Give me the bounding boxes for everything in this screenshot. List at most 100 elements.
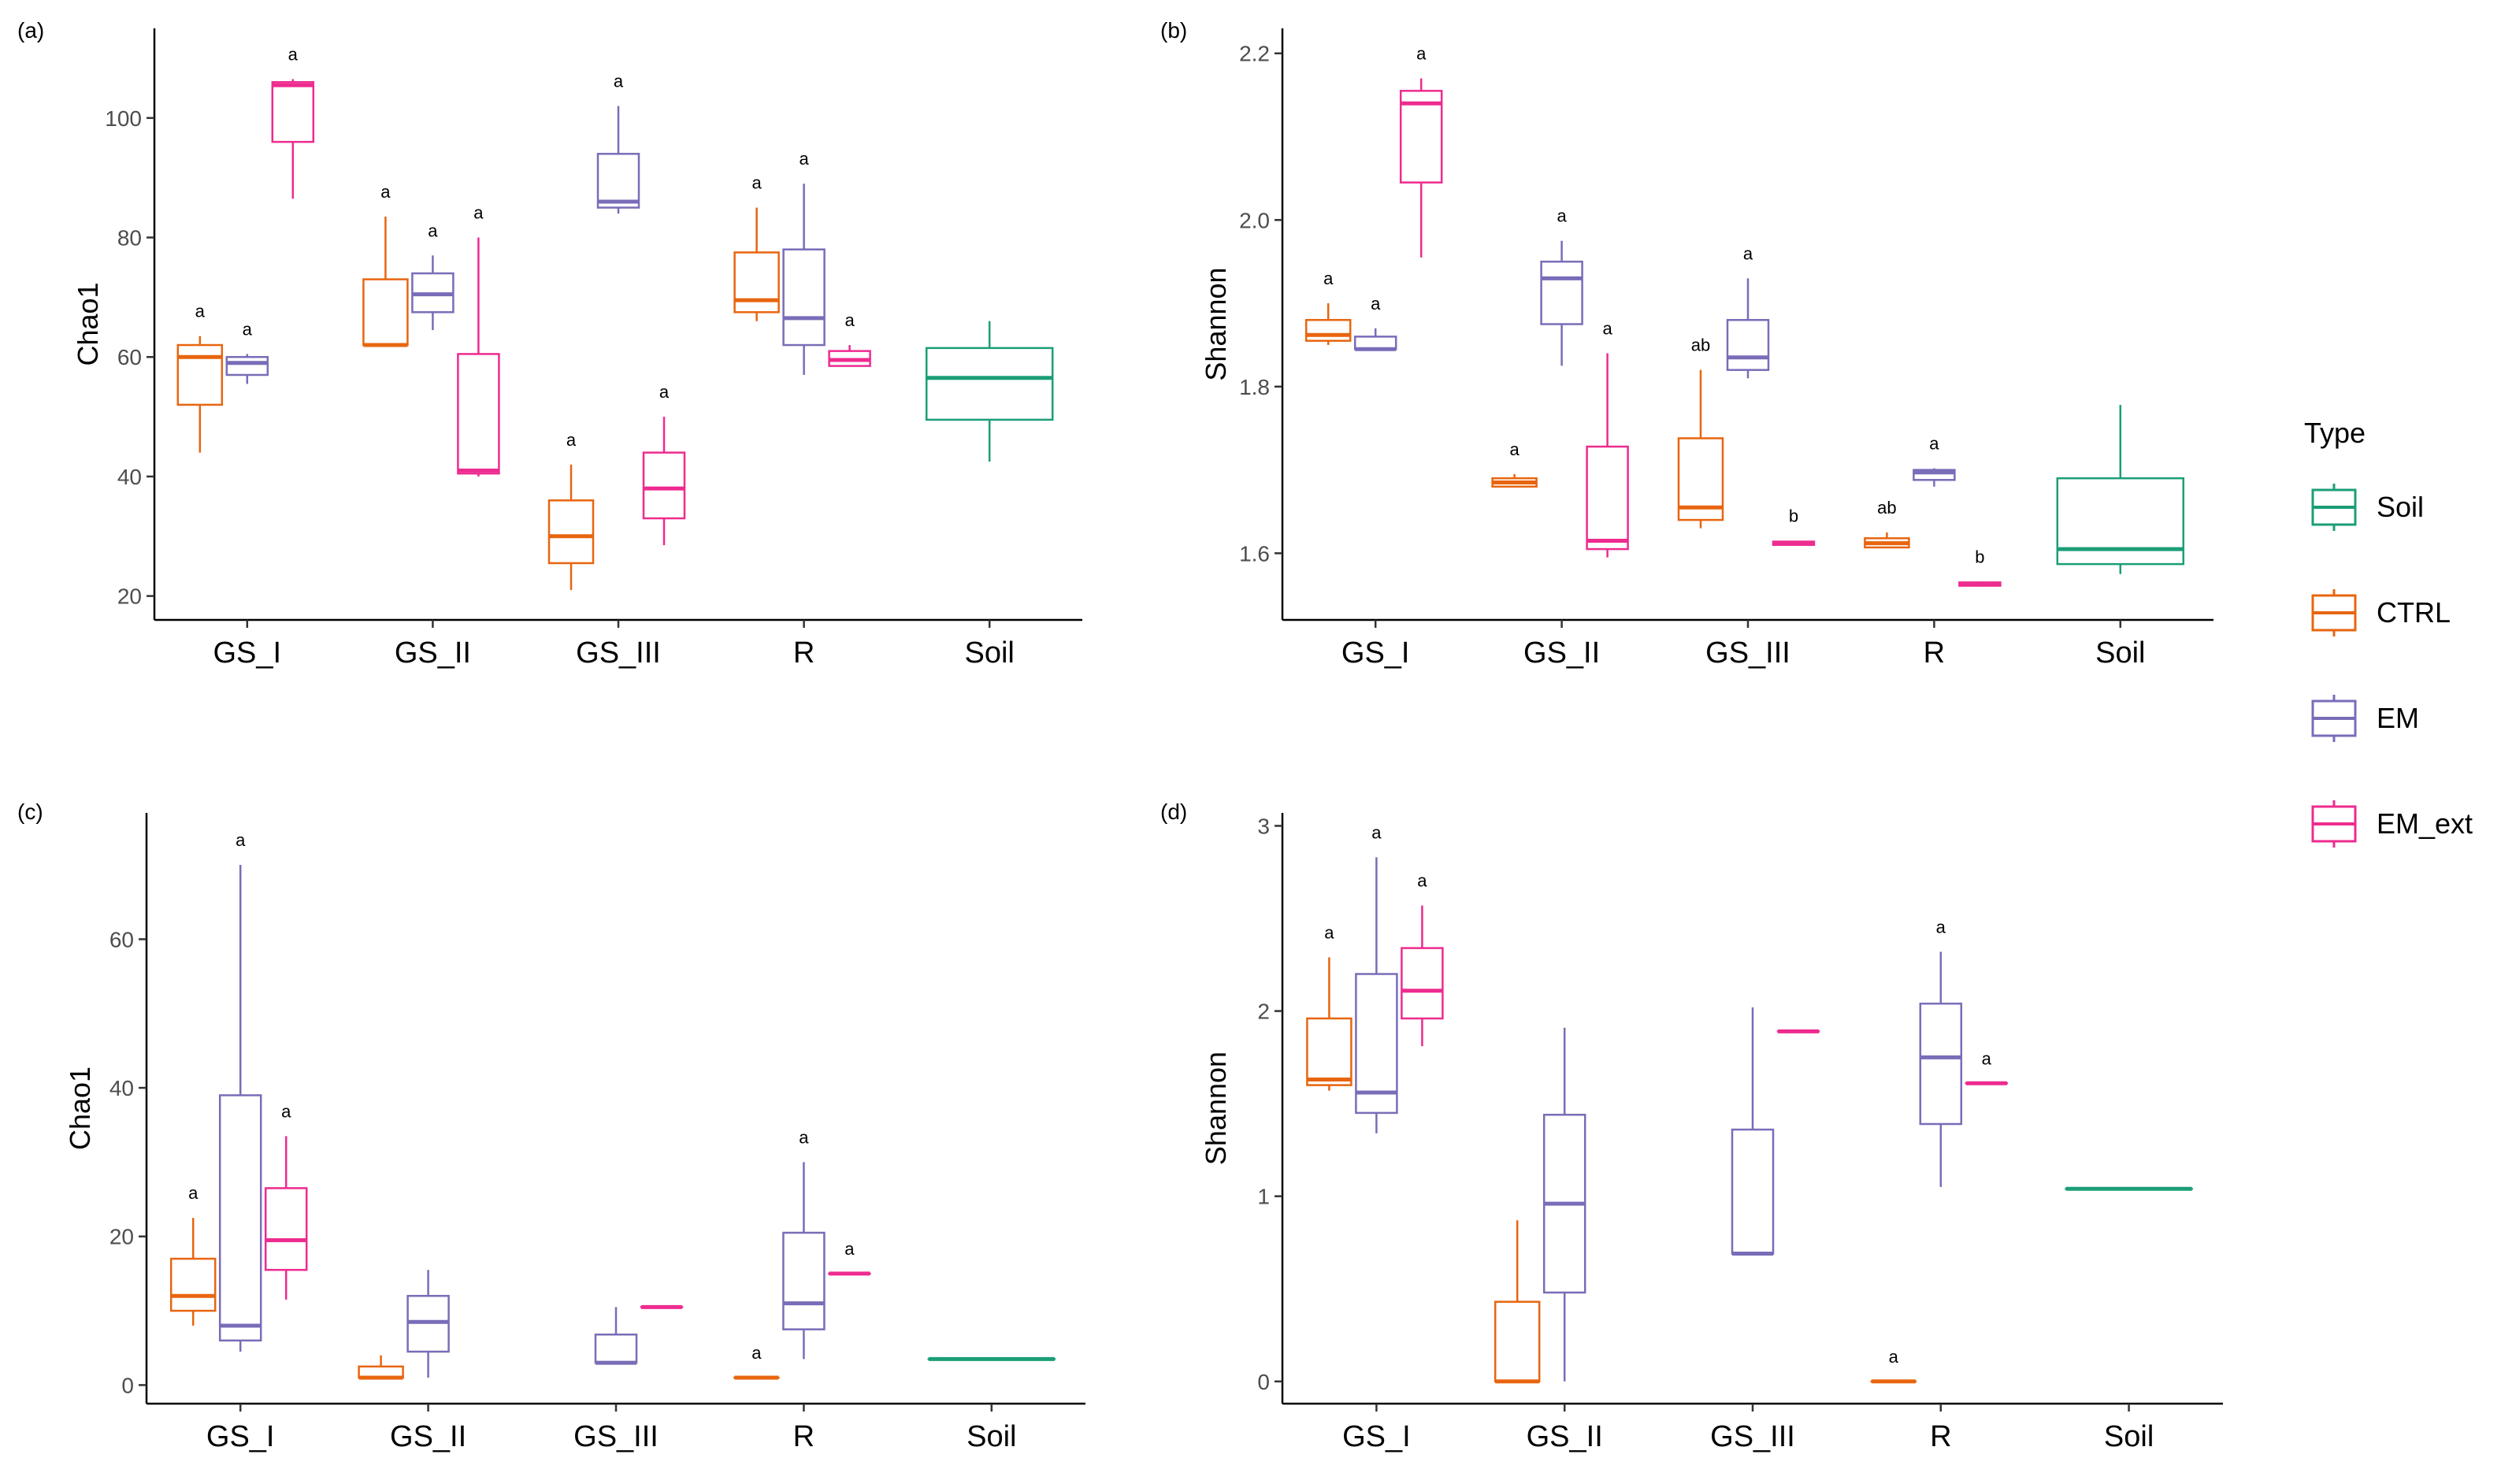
significance-label: a xyxy=(1982,1048,1992,1068)
box-em-ext: a xyxy=(457,203,500,477)
box-soil xyxy=(925,321,1054,462)
box-ctrl: ab xyxy=(1864,498,1910,549)
legend-label: EM_ext xyxy=(2377,807,2473,840)
y-tick-label: 0 xyxy=(121,1373,134,1397)
y-tick-label: 2.2 xyxy=(1239,42,1270,66)
box-body xyxy=(925,347,1054,421)
box-body xyxy=(642,451,686,520)
box-em: a xyxy=(225,319,269,384)
panel-label: (c) xyxy=(17,800,43,824)
significance-label: a xyxy=(1602,319,1612,339)
significance-label: a xyxy=(1323,269,1334,288)
significance-label: b xyxy=(1975,547,1984,566)
box-body xyxy=(1304,318,1352,342)
box-em-ext: a xyxy=(264,1101,308,1300)
box-em: a xyxy=(782,149,826,375)
chart-panel: (c) 0 20 40 60 GS_I GS_II GS_III R Soil Chao1 a a a a a… xyxy=(17,800,1085,1453)
legend-item-em: EM xyxy=(2311,695,2419,742)
box-ctrl: a xyxy=(547,430,595,591)
significance-label: a xyxy=(751,173,762,193)
box-body xyxy=(176,343,224,406)
x-tick-label: GS_III xyxy=(1705,636,1790,670)
x-tick-label: GS_III xyxy=(1710,1420,1795,1453)
box-em: a xyxy=(218,830,262,1352)
x-tick-label: GS_III xyxy=(573,1420,659,1453)
box-ctrl: a xyxy=(1306,922,1353,1091)
significance-label: a xyxy=(1889,1347,1899,1367)
significance-label: a xyxy=(243,319,253,339)
box-em xyxy=(594,1307,638,1365)
significance-label: a xyxy=(473,203,484,223)
box-body xyxy=(169,1257,217,1312)
box-em xyxy=(1731,1007,1775,1256)
box-ctrl xyxy=(358,1355,404,1380)
box-body xyxy=(457,353,500,475)
significance-label: a xyxy=(1371,822,1382,842)
significance-label: a xyxy=(844,1239,855,1259)
y-tick-label: 2.0 xyxy=(1239,208,1270,232)
box-body xyxy=(225,355,269,377)
box-em: a xyxy=(1919,917,1963,1187)
significance-label: a xyxy=(799,1127,809,1147)
significance-label: a xyxy=(844,310,855,330)
box-body xyxy=(1540,260,1583,325)
x-tick-label: R xyxy=(793,636,814,670)
box-ctrl: a xyxy=(176,302,224,453)
significance-label: a xyxy=(659,382,670,402)
legend-label: EM xyxy=(2377,702,2419,734)
panel-label: (b) xyxy=(1160,18,1187,43)
box-em-ext: a xyxy=(1399,43,1443,258)
significance-label: a xyxy=(1416,43,1427,63)
box-body xyxy=(1401,947,1444,1020)
x-tick-label: GS_I xyxy=(213,636,281,670)
significance-label: a xyxy=(236,830,246,850)
box-body xyxy=(1399,90,1443,184)
x-tick-label: GS_I xyxy=(1341,636,1410,670)
y-tick-label: 80 xyxy=(117,226,142,250)
significance-label: ab xyxy=(1877,498,1896,518)
box-body xyxy=(1726,318,1770,371)
chart-panel: (b) 1.6 1.8 2.0 2.2 GS_I GS_II GS_III R Soil Shann… xyxy=(1160,18,2213,670)
box-em: a xyxy=(1913,433,1956,487)
x-tick-label: Soil xyxy=(965,636,1015,670)
box-em: a xyxy=(411,221,455,331)
box-ctrl: ab xyxy=(1677,336,1724,529)
box-ctrl: a xyxy=(1304,269,1352,345)
y-tick-label: 20 xyxy=(109,1225,134,1249)
y-tick-label: 40 xyxy=(117,465,142,489)
x-tick-label: R xyxy=(793,1420,814,1453)
x-tick-label: Soil xyxy=(2104,1420,2154,1453)
significance-label: a xyxy=(614,72,624,91)
legend-item-soil: Soil xyxy=(2311,484,2424,531)
y-tick-label: 0 xyxy=(1257,1370,1270,1394)
box-body xyxy=(218,1094,262,1342)
box-body xyxy=(733,251,780,313)
legend-label: Soil xyxy=(2377,491,2424,523)
box-em-ext: a xyxy=(642,382,686,546)
box-em-ext: a xyxy=(828,1239,871,1276)
significance-label: a xyxy=(751,1343,762,1363)
x-tick-label: R xyxy=(1924,636,1945,670)
box-em-ext: b xyxy=(1772,506,1816,547)
x-tick-label: R xyxy=(1930,1420,1951,1453)
significance-label: a xyxy=(288,44,299,64)
legend-label: CTRL xyxy=(2377,596,2451,629)
box-em-ext: b xyxy=(1958,547,2002,587)
y-tick-label: 40 xyxy=(109,1076,134,1100)
box-em: a xyxy=(1540,206,1583,366)
box-em: a xyxy=(1353,294,1397,351)
significance-label: a xyxy=(1936,917,1946,937)
x-tick-label: GS_II xyxy=(395,636,471,670)
panel-label: (a) xyxy=(17,18,44,43)
x-tick-label: GS_I xyxy=(1342,1420,1411,1453)
significance-label: a xyxy=(1557,206,1567,226)
box-ctrl: a xyxy=(733,173,780,321)
x-tick-label: GS_III xyxy=(576,636,661,670)
box-em: a xyxy=(782,1127,826,1360)
significance-label: a xyxy=(195,302,206,321)
box-ctrl: a xyxy=(1870,1347,1917,1384)
significance-label: a xyxy=(566,430,577,450)
box-body xyxy=(1586,445,1629,551)
box-em-ext: a xyxy=(1401,871,1444,1047)
